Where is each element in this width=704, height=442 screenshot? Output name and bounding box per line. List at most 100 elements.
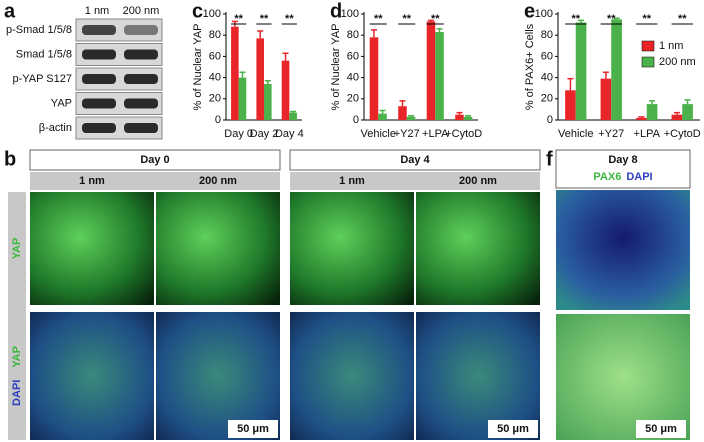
panel-label: e (524, 0, 535, 22)
bar (671, 114, 683, 120)
group-header-box (289, 149, 541, 171)
significance-mark: ** (260, 13, 269, 25)
x-tick-label: +CytoD (664, 128, 701, 140)
error-bar (567, 77, 574, 91)
blot-strip (75, 116, 163, 140)
y-tick-label: 60 (541, 50, 553, 62)
blot-strip (75, 43, 163, 66)
y-tick-label: 60 (347, 50, 359, 62)
y-tick-label: 0 (215, 114, 221, 126)
stain-label: YAP (11, 346, 23, 368)
stain-legend: PAX6 DAPI (593, 171, 652, 183)
panel-label: d (330, 0, 342, 22)
bar (682, 104, 693, 120)
blot-strip (75, 18, 163, 42)
micrograph (290, 312, 414, 440)
significance-mark: ** (642, 13, 651, 25)
bar (646, 104, 658, 120)
blot-band (124, 123, 158, 133)
y-tick-label: 80 (347, 29, 359, 41)
y-axis-label: % of Nuclear YAP (330, 23, 342, 110)
y-axis-label: % of Nuclear YAP (192, 23, 204, 110)
error-bar (673, 111, 680, 115)
significance-mark: ** (431, 13, 440, 25)
blot-band (124, 74, 158, 84)
significance-mark: ** (571, 13, 580, 25)
row-label-bg (8, 192, 26, 440)
bar (463, 116, 473, 120)
micrograph (30, 312, 154, 440)
header-box (555, 149, 691, 189)
y-tick-label: 100 (341, 8, 359, 20)
bar (406, 116, 416, 120)
bar (455, 114, 464, 120)
error-bar (257, 30, 264, 39)
y-tick-label: 20 (541, 93, 553, 105)
error-bar (649, 100, 656, 105)
significance-mark: ** (402, 13, 411, 25)
error-bar (370, 29, 377, 38)
y-axis-label: % of PAX6+ Cells (524, 23, 536, 110)
y-tick-label: 100 (203, 8, 221, 20)
x-tick-label: Day 2 (250, 128, 279, 140)
blot-band (124, 49, 158, 60)
bar (289, 112, 297, 120)
y-tick-label: 20 (347, 93, 359, 105)
bar (575, 22, 587, 121)
error-bar (578, 19, 585, 23)
bar (611, 19, 622, 120)
bar (435, 32, 444, 120)
error-bar (408, 115, 415, 117)
scale-bar-box (488, 420, 538, 438)
group-header: Day 0 (140, 154, 169, 166)
significance-mark: ** (234, 13, 243, 25)
scale-bar-label: 50 μm (645, 423, 677, 435)
scale-bar-box (228, 420, 278, 438)
significance-mark: ** (285, 13, 294, 25)
column-label: 200 nm (123, 5, 160, 17)
panel-label: f (546, 148, 553, 170)
stain-label: DAPI (11, 380, 23, 406)
error-bar (613, 17, 620, 20)
bar (426, 21, 436, 121)
x-tick-label: +LPA (634, 128, 661, 140)
error-bar (264, 80, 271, 84)
blot-band (124, 25, 158, 35)
y-tick-label: 40 (209, 72, 221, 84)
y-tick-label: 0 (547, 114, 553, 126)
y-tick-label: 40 (347, 72, 359, 84)
legend-label: 1 nm (659, 40, 683, 52)
row-label: β-actin (39, 122, 72, 134)
error-bar (638, 116, 645, 118)
significance-mark: ** (374, 13, 383, 25)
x-tick-label: +Y27 (394, 128, 420, 140)
legend-swatch (641, 40, 655, 52)
blot-band (82, 25, 116, 35)
row-label: DAPI YAP (11, 346, 23, 406)
blot-strip (75, 67, 163, 91)
column-header: 200 nm (459, 175, 497, 187)
column-header-bg (290, 172, 540, 190)
row-label: YAP (51, 97, 72, 109)
bar (238, 77, 247, 120)
row-label: YAP (11, 238, 23, 260)
y-tick-label: 20 (209, 93, 221, 105)
bar (565, 90, 576, 120)
blot-band (82, 49, 116, 60)
error-bar (427, 19, 434, 22)
micrograph (156, 192, 280, 305)
error-bar (436, 28, 443, 33)
column-label: 1 nm (85, 5, 109, 17)
error-bar (239, 71, 246, 78)
panel-title: Day 8 (608, 154, 637, 166)
y-tick-label: 40 (541, 72, 553, 84)
y-tick-label: 60 (209, 50, 221, 62)
blot-band (82, 74, 116, 84)
significance-mark: ** (607, 13, 616, 25)
stain-label: PAX6 (593, 171, 621, 183)
y-tick-label: 100 (535, 8, 553, 20)
x-tick-label: +Y27 (598, 128, 624, 140)
column-header: 1 nm (339, 175, 365, 187)
panel-label: c (192, 0, 203, 22)
